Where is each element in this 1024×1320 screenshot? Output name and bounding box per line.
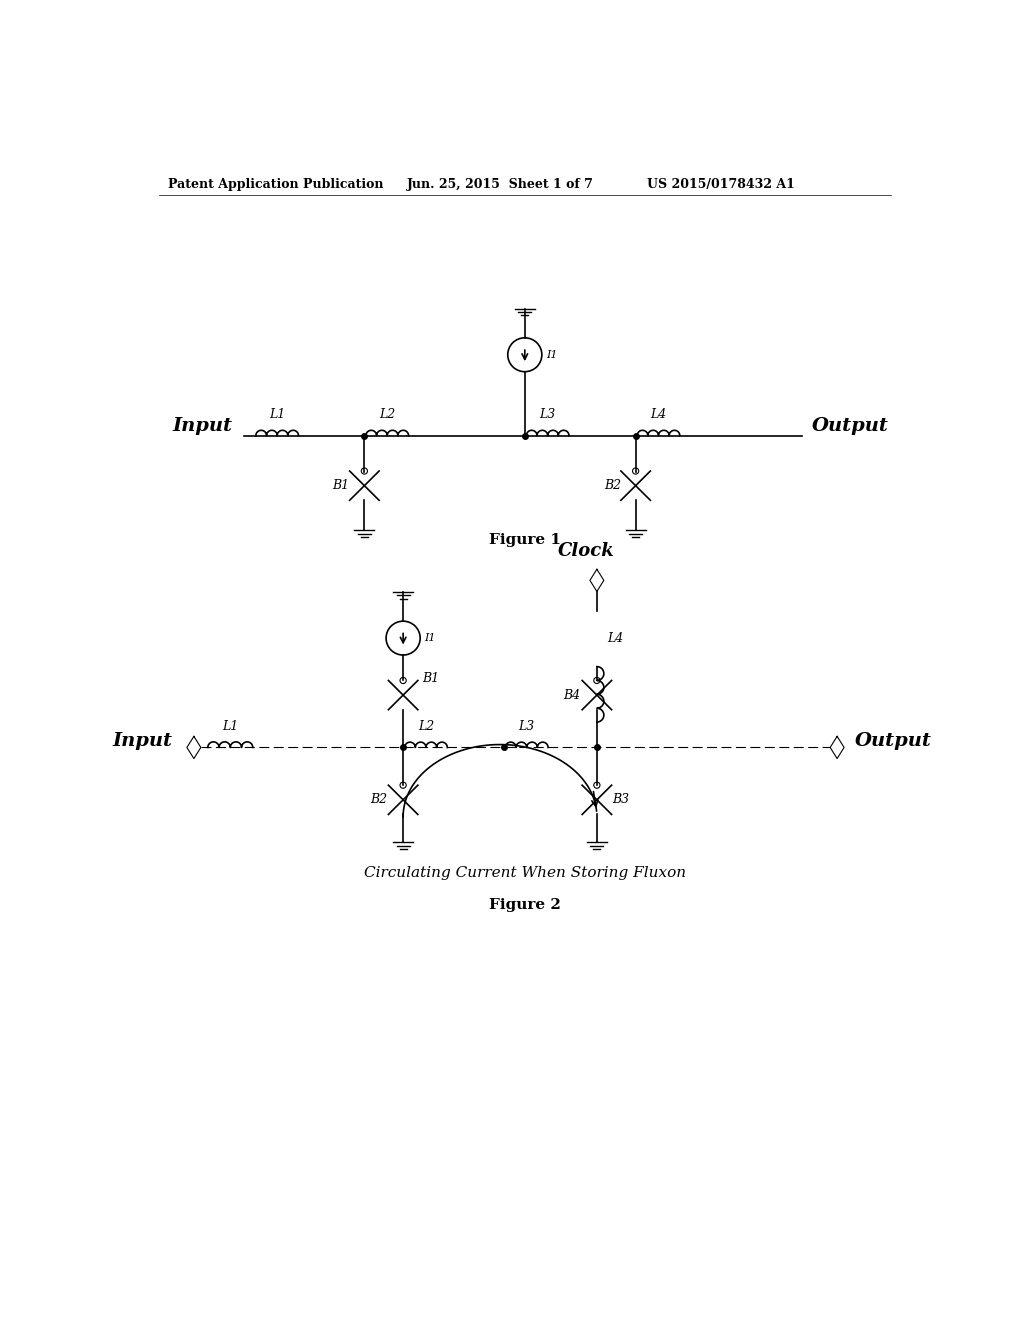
Text: Circulating Current When Storing Fluxon: Circulating Current When Storing Fluxon — [364, 866, 686, 880]
Text: Patent Application Publication: Patent Application Publication — [168, 178, 384, 190]
Text: I1: I1 — [546, 350, 557, 360]
Text: Output: Output — [812, 417, 889, 436]
Text: I1: I1 — [424, 634, 435, 643]
Text: L2: L2 — [379, 408, 395, 421]
Text: B1: B1 — [333, 479, 349, 492]
Text: Jun. 25, 2015  Sheet 1 of 7: Jun. 25, 2015 Sheet 1 of 7 — [407, 178, 594, 190]
Text: Input: Input — [113, 733, 173, 750]
Text: L3: L3 — [540, 408, 556, 421]
Text: Figure 2: Figure 2 — [488, 899, 561, 912]
Text: Output: Output — [855, 733, 932, 750]
Text: B1: B1 — [422, 672, 439, 685]
Text: Figure 1: Figure 1 — [488, 532, 561, 546]
Text: L1: L1 — [269, 408, 286, 421]
Text: L3: L3 — [518, 719, 535, 733]
Text: L2: L2 — [418, 719, 434, 733]
Text: L4: L4 — [607, 631, 624, 644]
Text: B4: B4 — [563, 689, 580, 702]
Text: US 2015/0178432 A1: US 2015/0178432 A1 — [647, 178, 795, 190]
Text: B3: B3 — [612, 793, 630, 807]
Text: Input: Input — [173, 417, 232, 436]
Text: B2: B2 — [371, 793, 388, 807]
Text: L1: L1 — [222, 719, 239, 733]
Text: L4: L4 — [650, 408, 667, 421]
Text: B2: B2 — [604, 479, 621, 492]
Text: Clock: Clock — [558, 543, 614, 561]
